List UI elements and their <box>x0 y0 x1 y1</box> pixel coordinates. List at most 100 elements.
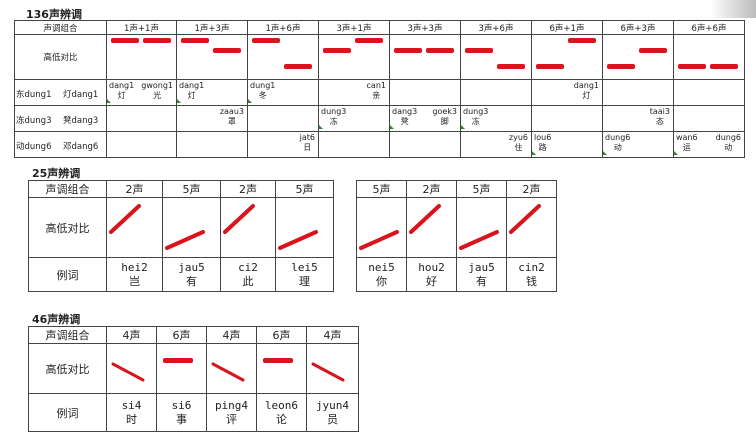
tone-contour-graphic <box>211 362 245 382</box>
word-jyutping: goek3 <box>432 107 457 116</box>
word-character: 冬 <box>258 91 267 100</box>
example-word: ci2 此 <box>220 257 276 292</box>
example-word: jau5 有 <box>162 257 221 292</box>
tone-line <box>109 204 141 234</box>
tone-compare-cell <box>162 197 221 258</box>
word-jyutping: jyun4 <box>315 398 350 412</box>
row-label-a: 东dung1 <box>16 90 52 100</box>
example-word: zaau3 罩 <box>220 107 244 127</box>
word-character: 事 <box>176 412 187 426</box>
tone-compare-cell <box>531 34 603 80</box>
compare-label: 高低对比 <box>28 197 107 258</box>
word-jyutping: dung3 <box>321 107 347 116</box>
row-label: 冻dung3 凳dang3 <box>14 105 107 132</box>
example-label: 例词 <box>28 393 107 432</box>
word-jyutping: dang1 <box>179 81 205 90</box>
tone-compare-cell <box>220 197 276 258</box>
word-jyutping: lou6 <box>534 133 552 142</box>
tone-bar <box>568 38 596 43</box>
word-cell <box>106 131 177 158</box>
tone-bar <box>536 64 564 69</box>
compare-label: 高低对比 <box>14 34 107 80</box>
tone-compare-cell <box>389 34 461 80</box>
word-character: 灯 <box>117 91 126 100</box>
tone-line <box>278 230 318 250</box>
example-label: 例词 <box>28 257 107 292</box>
section1-title: 136声辨调 <box>26 8 82 21</box>
example-word: dung3 冻 <box>321 107 346 127</box>
example-word: dung6 动 <box>605 133 630 153</box>
word-character: 动 <box>724 143 733 152</box>
marker-icon <box>319 125 323 129</box>
tone-contour-graphic <box>459 230 499 250</box>
marker-icon <box>461 125 465 129</box>
tone-line <box>311 362 345 382</box>
marker-icon <box>390 125 394 129</box>
word-character: 罩 <box>227 117 236 126</box>
word-jyutping: hei2 <box>121 260 148 274</box>
word-character: 灯 <box>187 91 196 100</box>
word-character: 评 <box>226 412 237 426</box>
tone-bar <box>465 48 493 53</box>
tone-bar <box>678 64 706 69</box>
example-word: taai3 态 <box>650 107 670 127</box>
tone-combo-header: 2声 <box>106 180 163 198</box>
word-jyutping: dang1 <box>109 81 135 90</box>
section3-title: 46声辨调 <box>32 313 81 326</box>
word-jyutping: dang3 <box>392 107 418 116</box>
word-jyutping: hou2 <box>418 260 445 274</box>
tone-contour-graphic <box>509 204 541 234</box>
word-character: 日 <box>303 143 312 152</box>
row-label-b: 凳dang3 <box>63 116 99 126</box>
tone-bar <box>263 358 293 363</box>
tone-bar <box>284 64 312 69</box>
row-label-b: 灯dang1 <box>63 90 99 100</box>
marker-icon <box>603 151 607 155</box>
word-jyutping: zaau3 <box>219 107 244 116</box>
word-jyutping: dung6 <box>605 133 631 142</box>
tone-contour-graphic <box>111 362 145 382</box>
example-word: nei5 你 <box>356 257 407 292</box>
word-cell <box>673 79 745 106</box>
word-jyutping: si6 <box>171 398 192 412</box>
row-label: 东dung1 灯dang1 <box>14 79 107 106</box>
example-word: lou6 路 <box>534 133 551 153</box>
tone-compare-cell <box>506 197 557 258</box>
tone-bar <box>181 38 209 43</box>
tone-combo-header: 6声 <box>256 326 307 344</box>
tone-contour-graphic <box>223 204 255 234</box>
tone-combo-header: 2声 <box>506 180 557 198</box>
tone-combo-header: 5声 <box>356 180 407 198</box>
tone-contour-graphic <box>278 230 318 250</box>
word-character: 灯 <box>582 91 591 100</box>
tone-combo-header: 5声 <box>456 180 507 198</box>
row-label-a: 冻dung3 <box>16 116 52 126</box>
header-label: 声调组合 <box>28 180 107 198</box>
word-jyutping: si4 <box>121 398 142 412</box>
word-jyutping: jau5 <box>468 260 495 274</box>
marker-icon <box>532 151 536 155</box>
word-character: 有 <box>186 274 197 288</box>
word-jyutping: taai3 <box>649 107 670 116</box>
tone-bar <box>426 48 454 53</box>
word-cell <box>106 105 177 132</box>
table-25-right: 5声 2声 5声 2声 nei5 你 hou2 好 jau5 有 cin2 钱 <box>356 180 557 292</box>
word-jyutping: nei5 <box>368 260 395 274</box>
example-word: jyun4 员 <box>306 393 359 432</box>
tone-combo-header: 4声 <box>106 326 157 344</box>
word-cell <box>673 105 745 132</box>
tone-line <box>359 230 399 250</box>
word-cell: dung1 冬 <box>247 79 319 106</box>
tone-bar <box>639 48 667 53</box>
example-word: goek3 脚 <box>432 107 457 127</box>
combo-header: 1声+6声 <box>247 20 319 35</box>
tone-compare-cell <box>460 34 532 80</box>
word-character: 凳 <box>400 117 409 126</box>
word-cell <box>176 131 248 158</box>
word-cell: dung3 冻 <box>460 105 532 132</box>
word-character: 冻 <box>471 117 480 126</box>
tone-line <box>165 230 205 250</box>
word-cell: lou6 路 <box>531 131 603 158</box>
word-cell: dung6 动 <box>602 131 674 158</box>
word-character: 此 <box>242 274 254 288</box>
